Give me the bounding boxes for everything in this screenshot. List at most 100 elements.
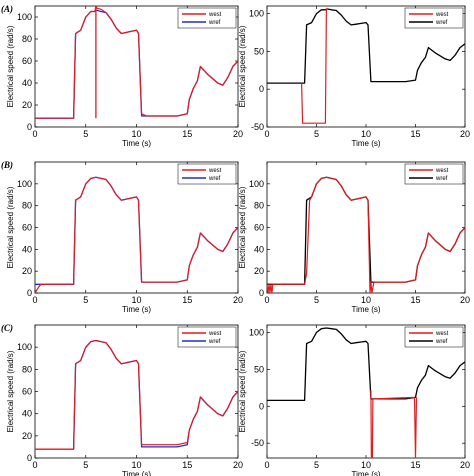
- series-group: [35, 6, 238, 119]
- chart-panel-1: 0 5 10 15 20 0 20 40 60 80 100 Time (s) Electrical s…: [1, 4, 243, 148]
- legend-box: [177, 7, 237, 29]
- x-tick-label: 0: [32, 295, 37, 305]
- x-tick-label: 20: [233, 129, 243, 139]
- y-tick-label: 100: [249, 327, 264, 337]
- chart-panel-6: 0 5 10 15 20 -50 0 50 100 Time (s) Electrical spee…: [238, 324, 470, 476]
- series-group: [267, 176, 465, 293]
- y-tick-label: 40: [22, 78, 32, 88]
- legend-box: [404, 163, 464, 185]
- x-tick-label: 20: [460, 460, 470, 470]
- legend-label-west: west: [435, 331, 449, 337]
- legend-label-wref: wref: [208, 20, 221, 26]
- x-tick-label: 10: [131, 295, 141, 305]
- y-tick-label: 60: [22, 56, 32, 66]
- x-tick-label: 0: [264, 460, 269, 470]
- x-tick-label: 0: [32, 460, 37, 470]
- legend-label-west: west: [208, 168, 222, 174]
- x-tick-label: 0: [264, 129, 269, 139]
- y-tick-label: 60: [254, 223, 264, 233]
- x-axis-label: Time (s): [351, 305, 380, 314]
- series-group: [35, 176, 238, 293]
- series-group: [35, 339, 238, 450]
- y-tick-label: 80: [22, 34, 32, 44]
- x-tick-label: 5: [314, 129, 319, 139]
- legend-label-west: west: [435, 12, 449, 18]
- series-group: [267, 8, 465, 124]
- legend-label-wref: wref: [435, 20, 448, 26]
- x-tick-label: 5: [314, 460, 319, 470]
- x-tick-label: 10: [361, 460, 371, 470]
- y-tick-label: 0: [259, 401, 264, 411]
- x-tick-label: 15: [182, 129, 192, 139]
- y-tick-label: 60: [22, 223, 32, 233]
- legend-box: [177, 163, 237, 185]
- y-tick-label: 80: [22, 201, 32, 211]
- row-label: (B): [1, 160, 13, 170]
- y-axis-label: Electrical speed (rad/s): [6, 25, 15, 107]
- series-line-west: [370, 389, 418, 458]
- y-tick-label: 40: [22, 409, 32, 419]
- x-axis-label: Time (s): [351, 470, 380, 476]
- legend-label-west: west: [208, 331, 222, 337]
- x-tick-label: 10: [361, 295, 371, 305]
- x-tick-label: 10: [361, 129, 371, 139]
- y-tick-label: 40: [22, 244, 32, 254]
- x-tick-label: 15: [182, 460, 192, 470]
- series-group: [267, 327, 465, 458]
- y-tick-label: 100: [249, 9, 264, 19]
- y-tick-label: -50: [251, 438, 264, 448]
- legend-label-west: west: [435, 168, 449, 174]
- x-tick-label: 10: [131, 129, 141, 139]
- y-tick-label: 100: [17, 342, 32, 352]
- legend-box: [404, 326, 464, 348]
- x-tick-label: 15: [410, 460, 420, 470]
- x-axis-label: Time (s): [351, 139, 380, 148]
- y-tick-label: 20: [22, 266, 32, 276]
- y-tick-label: -50: [251, 122, 264, 132]
- x-tick-label: 20: [233, 295, 243, 305]
- y-tick-label: 20: [254, 266, 264, 276]
- y-tick-label: 60: [22, 387, 32, 397]
- legend-label-wref: wref: [208, 176, 221, 182]
- x-tick-label: 0: [264, 295, 269, 305]
- series-line-west: [35, 339, 238, 450]
- x-tick-label: 20: [233, 460, 243, 470]
- row-label: (C): [1, 323, 13, 333]
- y-tick-label: 100: [17, 12, 32, 22]
- y-tick-label: 50: [254, 364, 264, 374]
- legend-label-wref: wref: [435, 176, 448, 182]
- legend-box: [177, 326, 237, 348]
- chart-panel-5: 0 5 10 15 20 0 20 40 60 80 100 Time (s) Electrical s…: [1, 323, 243, 476]
- x-tick-label: 20: [460, 129, 470, 139]
- x-axis-label: Time (s): [122, 305, 151, 314]
- y-axis-label: Electrical speed (rad/s): [238, 25, 247, 107]
- y-tick-label: 50: [254, 46, 264, 56]
- x-tick-label: 15: [182, 295, 192, 305]
- y-tick-label: 20: [22, 100, 32, 110]
- y-tick-label: 0: [27, 453, 32, 463]
- x-tick-label: 5: [314, 295, 319, 305]
- legend-box: [404, 7, 464, 29]
- chart-panel-3: 0 5 10 15 20 0 20 40 60 80 100 Time (s) Electrical s…: [1, 160, 243, 314]
- y-tick-label: 0: [259, 288, 264, 298]
- x-tick-label: 5: [83, 295, 88, 305]
- y-tick-label: 40: [254, 244, 264, 254]
- y-tick-label: 20: [22, 431, 32, 441]
- series-line-west: [35, 6, 238, 119]
- y-tick-label: 80: [254, 201, 264, 211]
- x-axis-label: Time (s): [122, 139, 151, 148]
- y-axis-label: Electrical speed (rad/s): [238, 350, 247, 432]
- y-tick-label: 100: [17, 179, 32, 189]
- y-tick-label: 0: [27, 288, 32, 298]
- x-tick-label: 10: [131, 460, 141, 470]
- x-tick-label: 15: [410, 129, 420, 139]
- series-line-west: [35, 176, 238, 293]
- legend-label-wref: wref: [435, 339, 448, 345]
- y-tick-label: 0: [27, 122, 32, 132]
- y-tick-label: 80: [22, 364, 32, 374]
- x-tick-label: 5: [83, 460, 88, 470]
- x-tick-label: 20: [460, 295, 470, 305]
- row-label: (A): [1, 4, 13, 14]
